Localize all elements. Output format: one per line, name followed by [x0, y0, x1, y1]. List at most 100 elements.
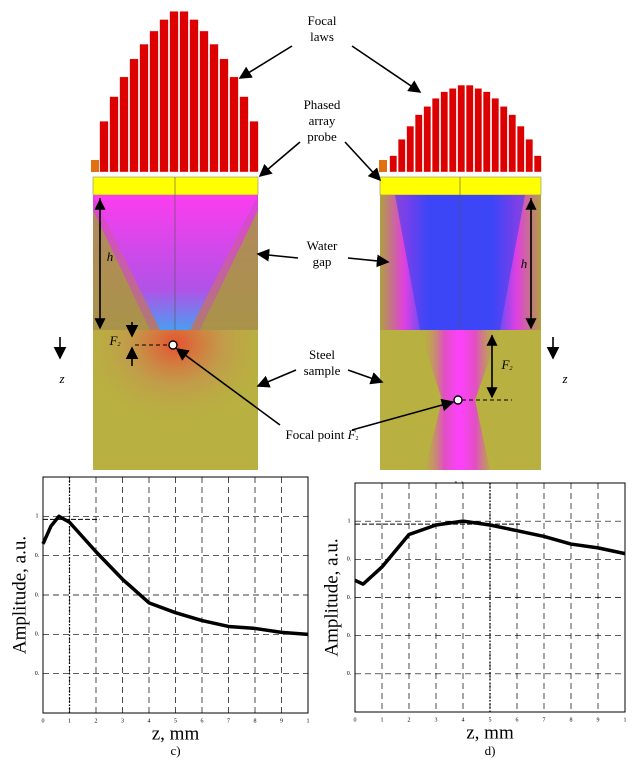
focal-law-bar — [199, 30, 209, 173]
data-line — [354, 519, 626, 586]
focal-law-bar — [229, 76, 239, 173]
y-tick-label: 0. — [35, 671, 40, 677]
x-axis-label: z, mm — [152, 723, 200, 744]
focal-law-bar — [99, 120, 109, 173]
focal-law-bar — [508, 114, 517, 173]
f2-label: F2 — [109, 333, 121, 348]
x-tick-label: 0 — [42, 718, 45, 724]
focal-law-bar — [440, 91, 449, 173]
focal-law-bar — [533, 155, 542, 173]
focal-law-bar — [189, 19, 199, 173]
x-tick-label: 2 — [408, 717, 411, 723]
probe-label: array — [309, 113, 336, 128]
probe-label: probe — [307, 129, 337, 144]
y-tick-label: 0. — [35, 632, 40, 638]
x-tick-label: 5 — [174, 718, 177, 724]
x-tick-label: 1 — [381, 717, 384, 723]
steel-label: Steel — [309, 347, 335, 362]
x-tick-label: 4 — [462, 717, 465, 723]
marker-element — [91, 160, 99, 172]
y-tick-label: 1 — [36, 514, 39, 520]
focal-law-bar — [109, 96, 119, 173]
field-side — [200, 210, 258, 330]
focal-law-bar — [239, 96, 249, 173]
focal-law-bar — [431, 97, 440, 173]
focal-laws-label: Focal — [308, 13, 337, 28]
focal-point-label: Focal point F2 — [285, 427, 358, 442]
focal-law-bar — [119, 76, 129, 173]
focal-law-bar — [149, 30, 159, 173]
arrow — [351, 398, 455, 431]
focal-law-bar — [457, 84, 466, 173]
y-tick-label: 0. — [347, 671, 352, 677]
probe-label: Phased — [304, 97, 341, 112]
focal-glow — [93, 330, 258, 470]
x-tick-label: 8 — [570, 717, 573, 723]
z-label: z — [58, 371, 64, 386]
h-label: h — [521, 256, 528, 271]
arrow — [347, 369, 384, 385]
focal-law-bar — [448, 88, 457, 173]
focal-law-bar — [209, 43, 219, 173]
x-tick-label: 7 — [227, 718, 230, 724]
y-tick-label: 0. — [35, 592, 40, 598]
x-tick-label: 6 — [201, 718, 204, 724]
x-tick-label: 0 — [354, 717, 357, 723]
focal-law-bar — [169, 11, 179, 173]
focal-law-bar — [249, 120, 259, 173]
x-tick-label: 2 — [95, 718, 98, 724]
marker-element — [379, 160, 387, 172]
x-tick-label: 1 — [624, 717, 627, 723]
panel-label: d) — [485, 743, 496, 758]
h-label: h — [107, 249, 114, 264]
y-tick-label: 0. — [347, 633, 352, 639]
y-tick-label: 0. — [35, 553, 40, 559]
focal-law-bar — [414, 114, 423, 173]
arrow — [347, 254, 390, 268]
focal-law-bar — [516, 125, 525, 173]
z-label: z — [561, 371, 567, 386]
water-label: gap — [313, 254, 332, 269]
arrow — [344, 141, 382, 182]
focal-law-bar — [474, 88, 483, 173]
x-axis-label: z, mm — [466, 722, 514, 743]
arrow — [238, 45, 293, 79]
focal-law-bar — [129, 58, 139, 173]
focal-law-bar — [525, 138, 534, 173]
focal-law-bar — [139, 43, 149, 173]
probe — [379, 176, 542, 196]
x-tick-label: 9 — [280, 718, 283, 724]
probe — [92, 176, 259, 196]
water-label: Water — [307, 238, 338, 253]
y-axis-label: Amplitude, a.u. — [321, 538, 342, 656]
x-tick-label: 5 — [489, 717, 492, 723]
focal-law-bar — [482, 91, 491, 173]
x-tick-label: 1 — [307, 718, 310, 724]
x-tick-label: 4 — [148, 718, 151, 724]
focal-law-bar — [397, 138, 406, 173]
x-tick-label: 7 — [543, 717, 546, 723]
y-tick-label: 0. — [347, 595, 352, 601]
focal-laws-label: laws — [310, 29, 334, 44]
focal-law-bar — [499, 106, 508, 173]
y-tick-label: 1 — [348, 519, 351, 525]
x-tick-label: 3 — [121, 718, 124, 724]
steel-label: sample — [304, 363, 341, 378]
focal-law-bar — [491, 97, 500, 173]
beam — [93, 195, 258, 330]
panel-label: c) — [170, 743, 180, 758]
x-tick-label: 9 — [597, 717, 600, 723]
focal-law-bar — [159, 19, 169, 173]
arrow — [351, 45, 422, 93]
arrow — [258, 141, 301, 178]
focal-law-bar — [423, 106, 432, 173]
arrow — [256, 369, 297, 388]
x-tick-label: 1 — [68, 718, 71, 724]
focal-law-bar — [179, 11, 189, 173]
arrow — [256, 248, 299, 262]
f2-label: F2 — [501, 357, 513, 372]
y-tick-label: 0. — [347, 557, 352, 563]
arrow — [175, 348, 281, 426]
x-tick-label: 8 — [254, 718, 257, 724]
